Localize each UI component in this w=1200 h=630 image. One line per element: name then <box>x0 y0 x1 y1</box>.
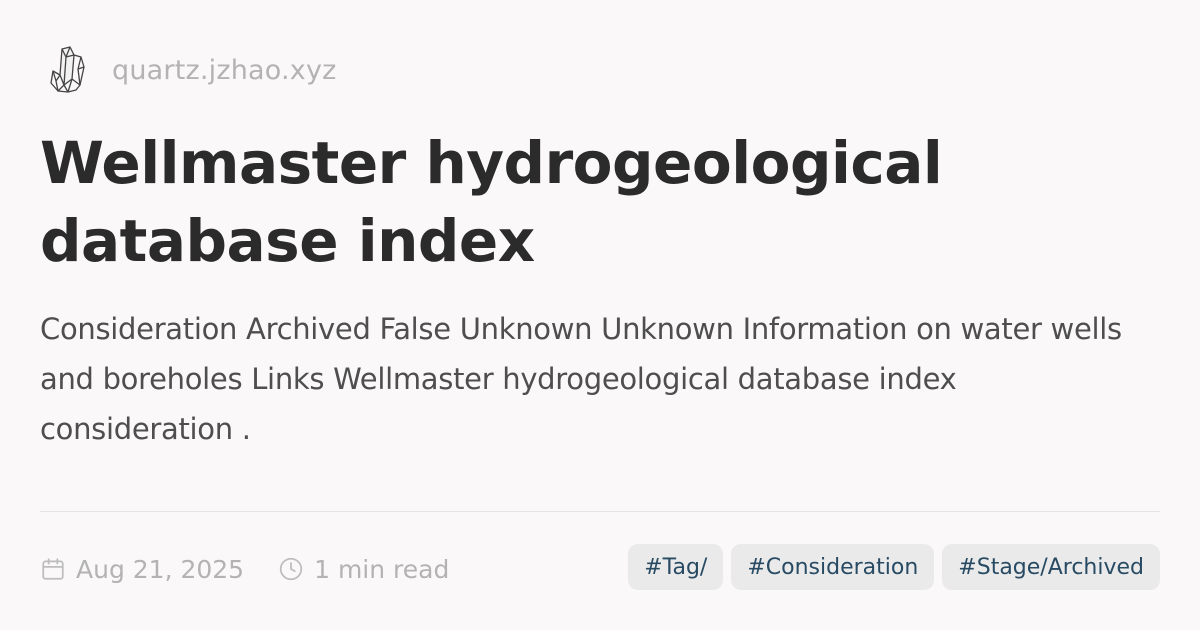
clock-icon <box>279 557 303 581</box>
tag-chip[interactable]: #Tag/ <box>628 544 724 590</box>
page-description: Consideration Archived False Unknown Unk… <box>40 312 1122 446</box>
page-title: Wellmaster hydrogeological database inde… <box>40 129 943 275</box>
publish-date: Aug 21, 2025 <box>76 554 245 584</box>
read-time-meta: 1 min read <box>278 555 449 584</box>
site-header[interactable]: quartz.jzhao.xyz <box>40 40 337 100</box>
tag-chip[interactable]: #Consideration <box>731 544 935 590</box>
date-meta: Aug 21, 2025 <box>40 555 244 584</box>
tag-list: #Tag/ #Consideration #Stage/Archived <box>620 544 1160 590</box>
calendar-icon <box>42 558 64 580</box>
read-time: 1 min read <box>314 554 450 584</box>
page-meta: Aug 21, 2025 1 min read <box>40 546 483 592</box>
crystal-icon <box>40 42 96 98</box>
site-name[interactable]: quartz.jzhao.xyz <box>112 54 337 86</box>
divider <box>40 511 1160 512</box>
tag-chip[interactable]: #Stage/Archived <box>942 544 1160 590</box>
